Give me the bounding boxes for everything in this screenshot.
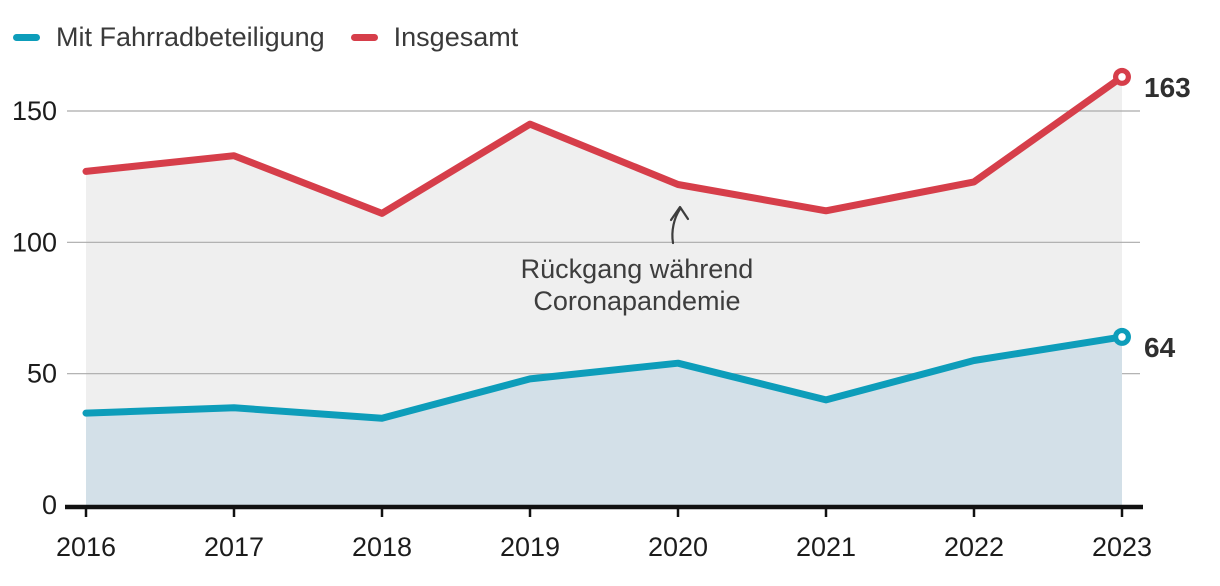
- annotation-arrowhead-icon: [669, 205, 690, 222]
- x-tick-label-2022: 2022: [944, 532, 1004, 562]
- x-tick-label-2016: 2016: [56, 532, 116, 562]
- x-tick-label-2023: 2023: [1092, 532, 1152, 562]
- annotation-line-2: Coronapandemie: [533, 286, 740, 316]
- y-tick-label-50: 50: [27, 359, 57, 389]
- area-fahrradbeteiligung: [86, 336, 1122, 505]
- end-value-label: 163: [1144, 72, 1191, 103]
- end-value-label: 64: [1144, 332, 1176, 363]
- x-tick-label-2020: 2020: [648, 532, 708, 562]
- end-marker-hole-icon: [1118, 73, 1126, 81]
- x-tick-label-2017: 2017: [204, 532, 264, 562]
- series-line-insgesamt: [82, 73, 1126, 217]
- legend-swatch-fahrradbeteiligung-icon: [13, 34, 40, 41]
- y-tick-label-100: 100: [12, 227, 57, 257]
- annotation-line-1: Rückgang während: [521, 254, 754, 284]
- legend-label-insgesamt: Insgesamt: [393, 22, 519, 52]
- chart-legend: Mit Fahrradbeteiligung Insgesamt: [13, 22, 518, 53]
- end-marker-hole-icon: [1118, 333, 1126, 341]
- y-tick-label-0: 0: [42, 490, 57, 520]
- x-tick-label-2019: 2019: [500, 532, 560, 562]
- x-tick-label-2021: 2021: [796, 532, 856, 562]
- legend-label-fahrradbeteiligung: Mit Fahrradbeteiligung: [56, 22, 325, 52]
- legend-item-insgesamt: Insgesamt: [350, 22, 519, 53]
- series-line-fahrradbeteiligung: [82, 333, 1126, 422]
- y-tick-label-150: 150: [12, 96, 57, 126]
- annotation-arrow-icon: [671, 207, 682, 245]
- legend-swatch-insgesamt-icon: [350, 34, 378, 41]
- x-tick-label-2018: 2018: [352, 532, 412, 562]
- legend-item-fahrradbeteiligung: Mit Fahrradbeteiligung: [13, 22, 325, 53]
